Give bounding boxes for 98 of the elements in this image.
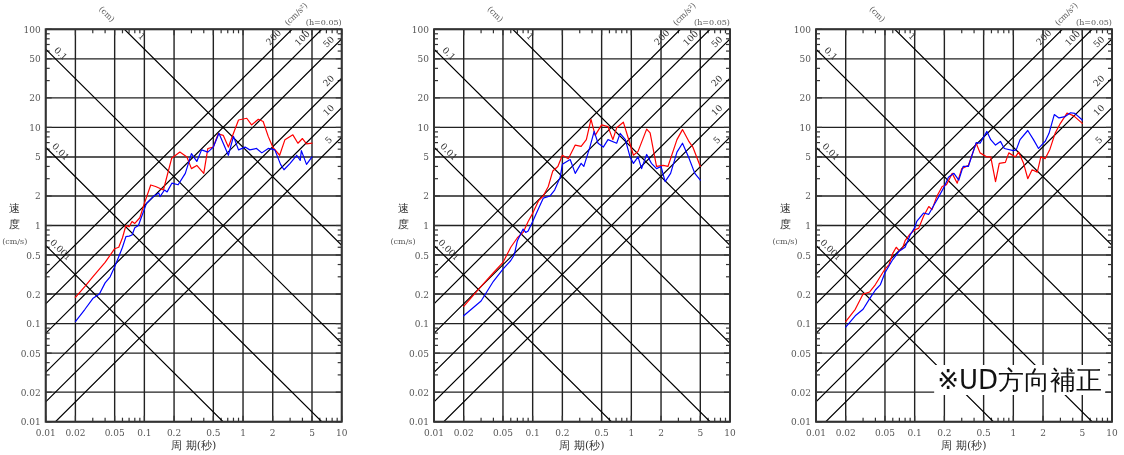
x-tick-label: 0.5 xyxy=(206,427,221,438)
y-tick-label: 0.1 xyxy=(26,319,41,330)
x-tick-label: 10 xyxy=(1106,427,1118,438)
y-tick-label: 0.02 xyxy=(790,387,811,398)
y-tick-label: 20 xyxy=(799,93,812,104)
y-tick-label: 0.5 xyxy=(26,250,41,261)
y-axis-title: 速度(cm/s) xyxy=(2,202,28,246)
annotation: 200 xyxy=(263,27,284,48)
annotation: 10 xyxy=(321,102,337,119)
y-tick-label: 0.01 xyxy=(790,417,811,428)
x-axis-title: 周 期(秒) xyxy=(171,439,217,452)
annotation: 50 xyxy=(709,34,725,50)
annotation: 200 xyxy=(652,27,672,48)
x-axis-title: 周 期(秒) xyxy=(941,439,987,452)
y-tick-label: 0.01 xyxy=(20,417,41,428)
x-tick-label: 0.1 xyxy=(137,427,152,438)
annotation: 0.1 xyxy=(52,45,70,63)
x-tick-label: 0.5 xyxy=(594,427,610,438)
x-tick-label: 0.1 xyxy=(907,427,922,438)
annotation: 20 xyxy=(321,73,337,89)
annotation: 0.1 xyxy=(822,45,840,63)
x-tick-label: 0.2 xyxy=(166,427,182,438)
x-tick-label: 1 xyxy=(240,427,246,438)
annotation: 10 xyxy=(1091,102,1107,119)
text: (h=0.05) xyxy=(305,18,342,27)
annotation: 0.1 xyxy=(440,45,458,63)
y-tick-label: 10 xyxy=(799,122,812,133)
y-tick-label: 1 xyxy=(423,221,429,231)
x-tick-label: 2 xyxy=(269,427,276,438)
annotation: 100 xyxy=(1063,28,1083,49)
x-tick-label: 0.02 xyxy=(835,427,856,438)
y-tick-label: 20 xyxy=(29,93,41,104)
annotation: 50 xyxy=(1091,34,1107,50)
y-axis-title: 速度(cm/s) xyxy=(390,202,416,246)
annotation: 20 xyxy=(709,73,725,89)
y-tick-label: 1 xyxy=(805,221,811,231)
y-tick-label: 50 xyxy=(799,54,812,65)
x-tick-label: 0.5 xyxy=(976,427,992,438)
y-tick-label: 1 xyxy=(34,221,41,231)
x-axis-title: 周 期(秒) xyxy=(559,439,605,452)
y-tick-label: 10 xyxy=(29,122,41,133)
y-tick-label: 100 xyxy=(23,24,41,35)
y-tick-label: 50 xyxy=(417,54,430,65)
x-tick-label: 2 xyxy=(1040,427,1046,438)
x-tick-label: 1 xyxy=(628,427,635,438)
y-tick-label: 10 xyxy=(417,122,430,133)
y-tick-label: 0.1 xyxy=(796,319,811,330)
x-tick-label: 10 xyxy=(724,427,736,438)
y-tick-label: 100 xyxy=(411,24,430,35)
x-tick-label: 5 xyxy=(309,427,316,438)
y-tick-label: 0.1 xyxy=(414,319,429,330)
annotation: 10 xyxy=(709,102,725,119)
annotation: ※UD方向補正 xyxy=(937,365,1102,395)
y-tick-label: 0.05 xyxy=(408,348,430,359)
y-tick-label: 2 xyxy=(34,191,41,202)
x-tick-label: 1 xyxy=(1010,427,1017,438)
x-tick-label: 0.2 xyxy=(937,427,952,438)
y-tick-label: 0.05 xyxy=(20,348,41,359)
x-tick-label: 5 xyxy=(1079,427,1086,438)
y-tick-label: 50 xyxy=(29,54,41,65)
x-tick-label: 10 xyxy=(335,427,348,438)
x-tick-label: 0.2 xyxy=(555,427,570,438)
annotation: 5 xyxy=(323,134,335,146)
y-tick-label: 5 xyxy=(805,152,812,163)
x-tick-label: 2 xyxy=(658,427,664,438)
y-tick-label: 0.2 xyxy=(796,289,811,300)
y-axis-title: 速度(cm/s) xyxy=(772,202,798,246)
y-tick-label: 0.05 xyxy=(790,348,812,359)
y-tick-label: 0.2 xyxy=(414,289,429,300)
x-tick-label: 0.05 xyxy=(104,427,125,438)
annotation: 100 xyxy=(292,28,313,49)
y-tick-label: 20 xyxy=(417,93,430,104)
annotation: 50 xyxy=(321,34,337,50)
x-tick-label: 0.02 xyxy=(65,427,86,438)
x-tick-label: 0.1 xyxy=(525,427,540,438)
x-tick-label: 0.05 xyxy=(492,427,514,438)
x-tick-label: 0.05 xyxy=(874,427,896,438)
text: (h=0.05) xyxy=(694,18,730,27)
annotation: 200 xyxy=(1034,27,1054,48)
y-tick-label: 2 xyxy=(423,191,429,202)
annotation: 5 xyxy=(1093,134,1105,146)
annotation: 20 xyxy=(1091,73,1107,89)
annotation: 1 xyxy=(136,30,148,43)
y-tick-label: 0.02 xyxy=(20,387,41,398)
y-tick-label: 5 xyxy=(423,152,430,163)
annotation: 5 xyxy=(711,134,723,146)
y-tick-label: 100 xyxy=(793,24,812,35)
y-tick-label: 0.2 xyxy=(26,289,41,300)
y-tick-label: 0.02 xyxy=(408,387,429,398)
y-tick-label: 2 xyxy=(805,191,811,202)
annotation: 100 xyxy=(681,28,701,49)
y-tick-label: 0.01 xyxy=(408,417,429,428)
y-tick-label: 0.5 xyxy=(796,250,812,261)
y-tick-label: 5 xyxy=(34,152,41,163)
x-tick-label: 0.02 xyxy=(453,427,474,438)
x-tick-label: 5 xyxy=(697,427,704,438)
y-tick-label: 0.5 xyxy=(414,250,430,261)
text: (h=0.05) xyxy=(1076,18,1112,27)
